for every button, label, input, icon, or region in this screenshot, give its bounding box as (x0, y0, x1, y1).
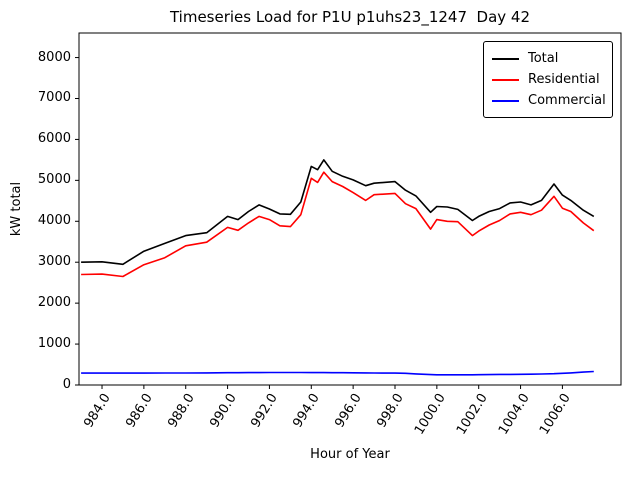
y-tick-label: 2000 (37, 295, 71, 311)
x-axis-label: Hour of Year (310, 447, 390, 462)
y-tick-label: 4000 (37, 213, 71, 229)
legend-label-residential: Residential (528, 72, 600, 87)
axes-frame (78, 32, 622, 386)
y-tick-label: 3000 (37, 254, 71, 270)
series-line-total (81, 159, 595, 266)
legend-label-total: Total (528, 51, 559, 66)
series-line-residential (81, 171, 595, 278)
y-tick-label: 0 (62, 377, 71, 392)
y-tick-label: 8000 (37, 49, 71, 65)
legend-line-residential (492, 78, 519, 81)
y-tick-label: 7000 (37, 90, 71, 106)
legend-label-commercial: Commercial (528, 93, 606, 108)
legend-item-commercial: Commercial (492, 90, 606, 111)
y-tick-label: 6000 (37, 131, 71, 147)
legend-line-commercial (492, 99, 519, 102)
legend: Total Residential Commercial (483, 41, 613, 118)
legend-item-total: Total (492, 48, 604, 69)
legend-item-residential: Residential (492, 69, 604, 90)
series-line-commercial (81, 370, 594, 376)
chart-title: Timeseries Load for P1U p1uhs23_1247 Day… (169, 8, 531, 26)
y-tick-label: 5000 (37, 172, 71, 188)
legend-line-total (492, 57, 519, 60)
y-tick-label: 1000 (37, 336, 71, 352)
